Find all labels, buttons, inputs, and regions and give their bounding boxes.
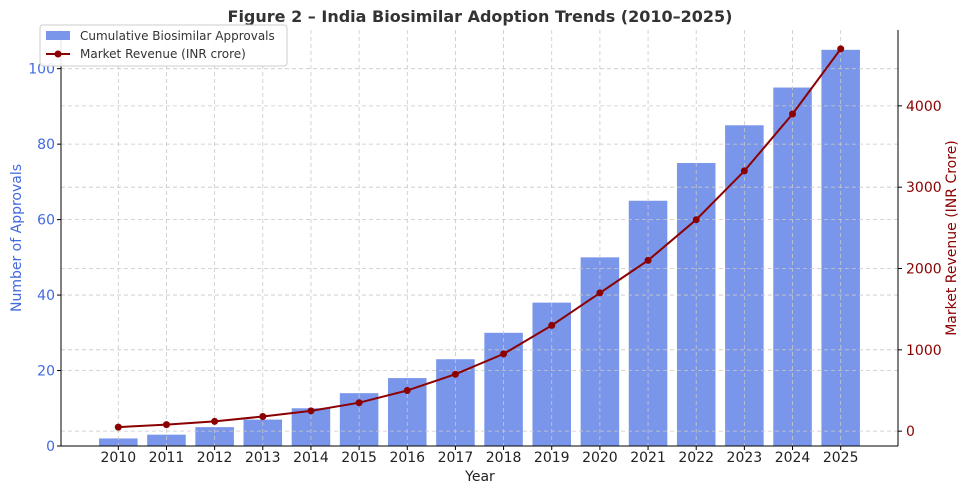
revenue-series (114, 45, 845, 431)
x-tick-label: 2021 (630, 450, 666, 466)
legend-line-label: Market Revenue (INR crore) (80, 47, 246, 61)
legend-bar-swatch (46, 31, 70, 40)
bars-group (99, 49, 860, 447)
revenue-point-2016 (403, 386, 411, 394)
chart-title: Figure 2 – India Biosimilar Adoption Tre… (228, 7, 733, 26)
left-tick-label: 80 (37, 137, 55, 153)
revenue-point-2014 (307, 407, 315, 415)
revenue-line (118, 48, 842, 429)
right-tick-label: 2000 (906, 261, 942, 277)
left-tick-label: 40 (37, 288, 55, 304)
revenue-point-2022 (692, 216, 700, 224)
revenue-point-2020 (596, 289, 604, 297)
left-tick-label: 0 (46, 439, 55, 455)
x-tick-label: 2022 (678, 450, 714, 466)
revenue-point-2015 (355, 399, 363, 407)
x-tick-label: 2016 (389, 450, 425, 466)
left-tick-label: 20 (37, 364, 55, 380)
revenue-point-2018 (500, 350, 508, 358)
grid (61, 30, 898, 447)
x-tick-label: 2020 (582, 450, 618, 466)
x-tick-label: 2014 (293, 450, 329, 466)
axes-spines (60, 30, 899, 447)
revenue-point-2025 (837, 45, 845, 53)
legend-bar-label: Cumulative Biosimilar Approvals (80, 29, 275, 43)
x-tick-label: 2010 (100, 450, 136, 466)
legend-line-marker (54, 50, 62, 58)
x-axis-ticks: 2010 2011 2012 2013 2014 2015 2016 2017 2018 2019… (100, 446, 859, 466)
revenue-point-2017 (451, 370, 459, 378)
revenue-point-2023 (740, 167, 748, 175)
right-axis-ticks: 0 1000 2000 3000 4000 (898, 99, 942, 440)
revenue-point-2012 (211, 417, 219, 425)
revenue-point-2021 (644, 256, 652, 264)
left-axis-label: Number of Approvals (9, 164, 25, 312)
x-tick-label: 2023 (727, 450, 763, 466)
right-tick-label: 1000 (906, 343, 942, 359)
x-tick-label: 2024 (775, 450, 811, 466)
bar-2020 (580, 257, 620, 446)
x-tick-label: 2018 (486, 450, 522, 466)
revenue-point-2024 (789, 110, 797, 118)
revenue-point-2011 (162, 421, 170, 429)
right-tick-label: 4000 (906, 99, 942, 115)
right-tick-label: 0 (906, 424, 915, 440)
bar-2011 (147, 434, 186, 446)
right-tick-label: 3000 (906, 180, 942, 196)
x-tick-label: 2019 (534, 450, 570, 466)
left-tick-label: 60 (37, 213, 55, 229)
x-axis-label: Year (464, 469, 495, 485)
legend-box (39, 24, 288, 67)
right-axis-label: Market Revenue (INR Crore) (944, 140, 960, 336)
x-tick-label: 2017 (438, 450, 474, 466)
revenue-point-2019 (548, 321, 556, 329)
bar-2010 (99, 438, 138, 446)
x-tick-label: 2012 (197, 450, 233, 466)
x-tick-label: 2025 (823, 450, 859, 466)
bar-2024 (773, 87, 812, 446)
x-tick-label: 2011 (149, 450, 185, 466)
legend: Cumulative Biosimilar Approvals Market R… (39, 24, 288, 67)
x-tick-label: 2013 (245, 450, 281, 466)
x-tick-label: 2015 (341, 450, 377, 466)
revenue-point-2010 (114, 423, 122, 431)
revenue-point-2013 (259, 413, 267, 421)
